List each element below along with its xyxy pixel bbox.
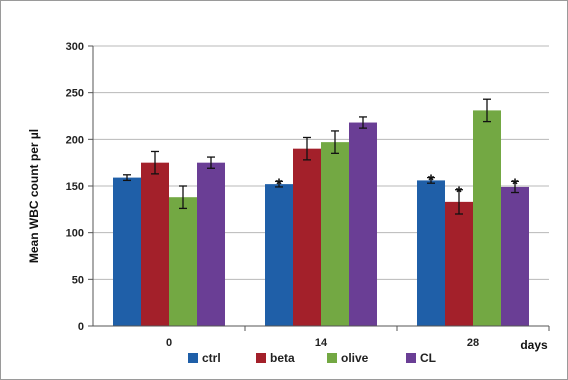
bar-CL-14: [349, 122, 377, 327]
legend-swatch-beta: [256, 353, 266, 363]
y-tick-label: 150: [66, 181, 84, 193]
bar-olive-28: [473, 110, 501, 327]
bar-ctrl-14: [265, 184, 293, 326]
y-tick-label: 250: [66, 88, 84, 100]
legend: ctrl beta olive CL: [188, 351, 436, 365]
legend-label-ctrl: ctrl: [202, 351, 221, 365]
x-axis: 0 14 28: [93, 325, 550, 349]
significance-marker: *: [276, 176, 283, 193]
bars: * * * *: [113, 98, 529, 327]
bar-beta-0: [141, 162, 169, 326]
legend-label-CL: CL: [420, 351, 436, 365]
y-axis: 0 50 100 150 200 250 300: [66, 41, 94, 333]
legend-swatch-ctrl: [188, 353, 198, 363]
significance-marker: *: [512, 176, 519, 193]
y-axis-title: Mean WBC count per µl: [27, 129, 41, 263]
legend-label-beta: beta: [270, 351, 295, 365]
bar-ctrl-0: [113, 177, 141, 326]
legend-label-olive: olive: [341, 351, 369, 365]
bar-olive-0: [169, 197, 197, 326]
x-axis-title: days: [520, 338, 548, 352]
y-tick-label: 200: [66, 134, 84, 146]
legend-swatch-olive: [327, 353, 337, 363]
significance-marker: *: [456, 185, 463, 202]
y-tick-label: 100: [66, 228, 84, 240]
bar-beta-28: [445, 201, 473, 326]
x-tick-label: 28: [467, 337, 479, 349]
y-tick-label: 0: [78, 321, 84, 333]
bar-beta-14: [293, 148, 321, 326]
bar-CL-0: [197, 162, 225, 326]
x-tick-label: 14: [315, 337, 328, 349]
bar-CL-28: [501, 186, 529, 326]
y-tick-label: 300: [66, 41, 84, 53]
legend-swatch-CL: [406, 353, 416, 363]
y-tick-label: 50: [72, 274, 84, 286]
bar-ctrl-28: [417, 180, 445, 326]
bar-olive-14: [321, 142, 349, 326]
x-tick-label: 0: [166, 337, 172, 349]
significance-marker: *: [428, 173, 435, 190]
